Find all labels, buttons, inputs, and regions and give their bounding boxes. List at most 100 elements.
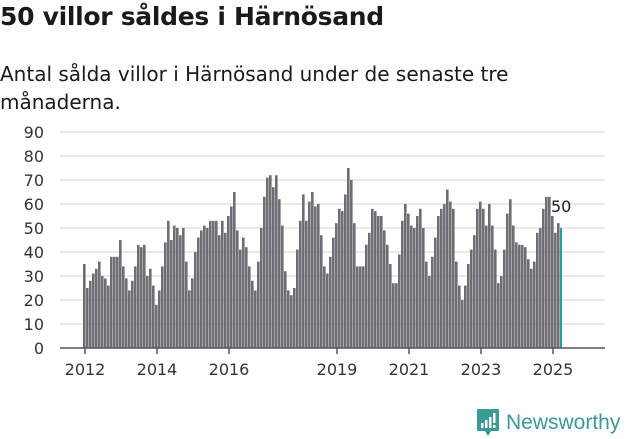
bar bbox=[323, 266, 326, 348]
bar bbox=[386, 244, 389, 348]
bar bbox=[173, 225, 176, 348]
bar bbox=[131, 280, 134, 348]
bar bbox=[338, 208, 341, 348]
bar bbox=[269, 175, 272, 348]
bars bbox=[83, 168, 562, 348]
bar bbox=[515, 242, 518, 348]
bar bbox=[473, 235, 476, 348]
bar bbox=[416, 216, 419, 348]
y-tick-label: 90 bbox=[24, 123, 44, 142]
bar bbox=[554, 232, 557, 348]
bar bbox=[137, 244, 140, 348]
bar bbox=[308, 201, 311, 348]
bar bbox=[410, 225, 413, 348]
bar bbox=[374, 211, 377, 348]
bar bbox=[470, 249, 473, 348]
bar bbox=[398, 254, 401, 348]
bar bbox=[191, 278, 194, 348]
bar bbox=[335, 223, 338, 348]
bar bbox=[125, 278, 128, 348]
bar bbox=[107, 285, 110, 348]
bar bbox=[452, 208, 455, 348]
x-tick-label: 2021 bbox=[389, 360, 430, 379]
bar bbox=[428, 276, 431, 348]
bar bbox=[527, 259, 530, 348]
bar bbox=[152, 285, 155, 348]
bar bbox=[104, 278, 107, 348]
bar bbox=[530, 268, 533, 348]
bar bbox=[230, 206, 233, 348]
bar bbox=[149, 268, 152, 348]
bar bbox=[404, 204, 407, 348]
bar bbox=[86, 288, 89, 348]
bar bbox=[89, 280, 92, 348]
bar bbox=[257, 261, 260, 348]
bar bbox=[509, 199, 512, 348]
bar bbox=[506, 213, 509, 348]
bar bbox=[332, 237, 335, 348]
x-tick-label: 2019 bbox=[317, 360, 358, 379]
bar-chart: 0 10 20 30 40 50 60 70 80 90 2012 2014 2016 2019 2021… bbox=[24, 123, 605, 379]
bar bbox=[98, 261, 101, 348]
last-value-label: 50 bbox=[551, 197, 571, 216]
bar bbox=[128, 290, 131, 348]
bar bbox=[116, 256, 119, 348]
bar bbox=[521, 244, 524, 348]
bar bbox=[320, 235, 323, 348]
bar bbox=[215, 220, 218, 348]
y-tick-label: 60 bbox=[24, 195, 44, 214]
x-tick-label: 2014 bbox=[137, 360, 178, 379]
bar bbox=[524, 247, 527, 348]
bar bbox=[389, 264, 392, 348]
bar bbox=[275, 175, 278, 348]
bar bbox=[458, 285, 461, 348]
bar bbox=[170, 240, 173, 348]
bar bbox=[434, 237, 437, 348]
y-tick-label: 80 bbox=[24, 147, 44, 166]
bar bbox=[536, 232, 539, 348]
bar bbox=[110, 256, 113, 348]
bar bbox=[290, 295, 293, 348]
bar bbox=[248, 266, 251, 348]
bar bbox=[287, 290, 290, 348]
bar bbox=[371, 208, 374, 348]
bar bbox=[446, 189, 449, 348]
brand-name: Newsworthy bbox=[506, 411, 621, 434]
bar bbox=[101, 276, 104, 348]
bar bbox=[329, 256, 332, 348]
bar bbox=[485, 225, 488, 348]
y-tick-label: 0 bbox=[34, 339, 44, 358]
bar bbox=[185, 261, 188, 348]
bar bbox=[512, 225, 515, 348]
bar bbox=[155, 304, 158, 348]
y-tick-label: 50 bbox=[24, 219, 44, 238]
chart-title: 50 villor såldes i Härnösand bbox=[0, 2, 384, 31]
bar bbox=[164, 242, 167, 348]
y-tick-label: 70 bbox=[24, 171, 44, 190]
bar bbox=[314, 206, 317, 348]
bar bbox=[482, 208, 485, 348]
bar bbox=[503, 249, 506, 348]
bar-chart-icon bbox=[477, 409, 499, 436]
bar bbox=[557, 223, 560, 348]
bar bbox=[263, 196, 266, 348]
bar bbox=[92, 273, 95, 348]
bar bbox=[305, 220, 308, 348]
bar bbox=[449, 201, 452, 348]
bar bbox=[326, 273, 329, 348]
bar bbox=[146, 276, 149, 348]
bar bbox=[161, 266, 164, 348]
bar bbox=[140, 247, 143, 348]
bar bbox=[350, 180, 353, 348]
bar bbox=[518, 244, 521, 348]
bar bbox=[119, 240, 122, 348]
bar bbox=[158, 290, 161, 348]
y-tick-label: 10 bbox=[24, 315, 44, 334]
bar bbox=[377, 216, 380, 348]
bar bbox=[362, 266, 365, 348]
bar bbox=[560, 228, 562, 348]
bar bbox=[368, 232, 371, 348]
bar bbox=[455, 261, 458, 348]
bar bbox=[407, 213, 410, 348]
bar bbox=[299, 220, 302, 348]
